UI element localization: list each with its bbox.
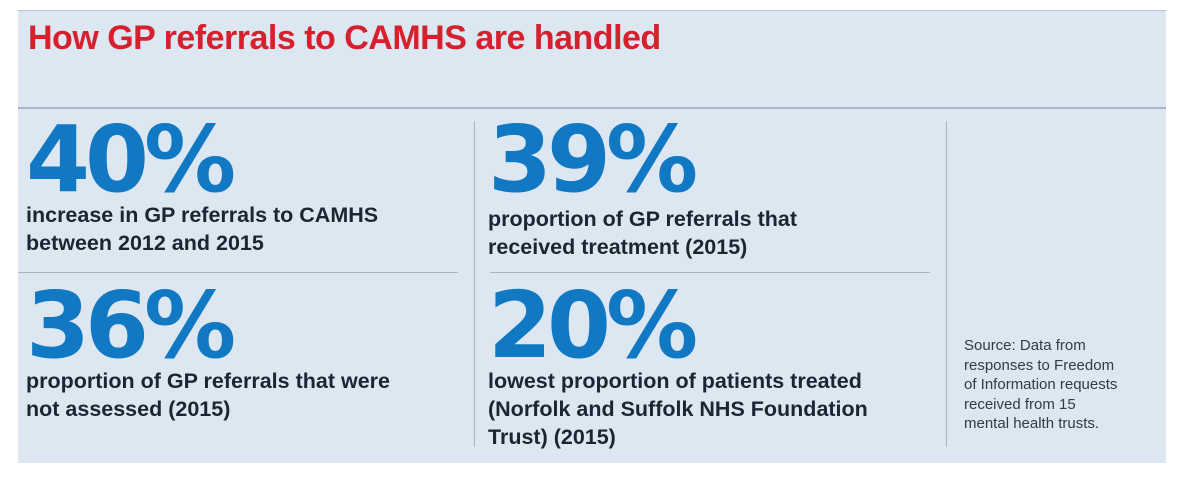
infographic-title: How GP referrals to CAMHS are handled xyxy=(28,19,661,57)
source-line: received from 15 xyxy=(964,395,1076,413)
column-divider-right xyxy=(946,121,947,447)
source-line: Source: Data from xyxy=(964,337,1086,354)
source-line: mental health trusts. xyxy=(964,415,1100,432)
stat-label-line: lowest proportion of patients treated xyxy=(488,369,862,393)
column-divider-left xyxy=(474,121,475,447)
row-divider-right xyxy=(490,272,930,273)
stat-label-line: increase in GP referrals to CAMHS xyxy=(26,203,379,227)
stat-label-line: not assessed (2015) xyxy=(26,397,231,421)
stat-value: 20% xyxy=(488,272,698,379)
row-divider-left xyxy=(18,272,458,273)
stat-label-line: received treatment (2015) xyxy=(488,235,748,259)
stat-label-line: Trust) (2015) xyxy=(488,425,616,449)
source-note: Source: Data from responses to Freedom o… xyxy=(964,336,1164,434)
title-divider xyxy=(18,107,1166,109)
stat-block-treated: 39% proportion of GP referrals that rece… xyxy=(488,106,797,261)
stat-label-line: (Norfolk and Suffolk NHS Foundation xyxy=(488,397,868,421)
stat-value: 40% xyxy=(26,106,236,213)
source-line: responses to Freedom xyxy=(964,356,1115,374)
stat-label-line: proportion of GP referrals that were xyxy=(26,369,390,393)
stat-block-lowest-treated: 20% lowest proportion of patients treate… xyxy=(488,272,868,451)
stat-label-line: between 2012 and 2015 xyxy=(26,231,264,255)
infographic-panel: How GP referrals to CAMHS are handled 40… xyxy=(18,10,1166,463)
stat-value: 39% xyxy=(488,106,698,213)
source-line: of Information requests xyxy=(964,376,1118,393)
stat-block-not-assessed: 36% proportion of GP referrals that were… xyxy=(26,272,390,423)
stat-value: 36% xyxy=(26,272,236,379)
stat-label-line: proportion of GP referrals that xyxy=(488,207,797,231)
stat-block-increase: 40% increase in GP referrals to CAMHS be… xyxy=(26,106,379,257)
